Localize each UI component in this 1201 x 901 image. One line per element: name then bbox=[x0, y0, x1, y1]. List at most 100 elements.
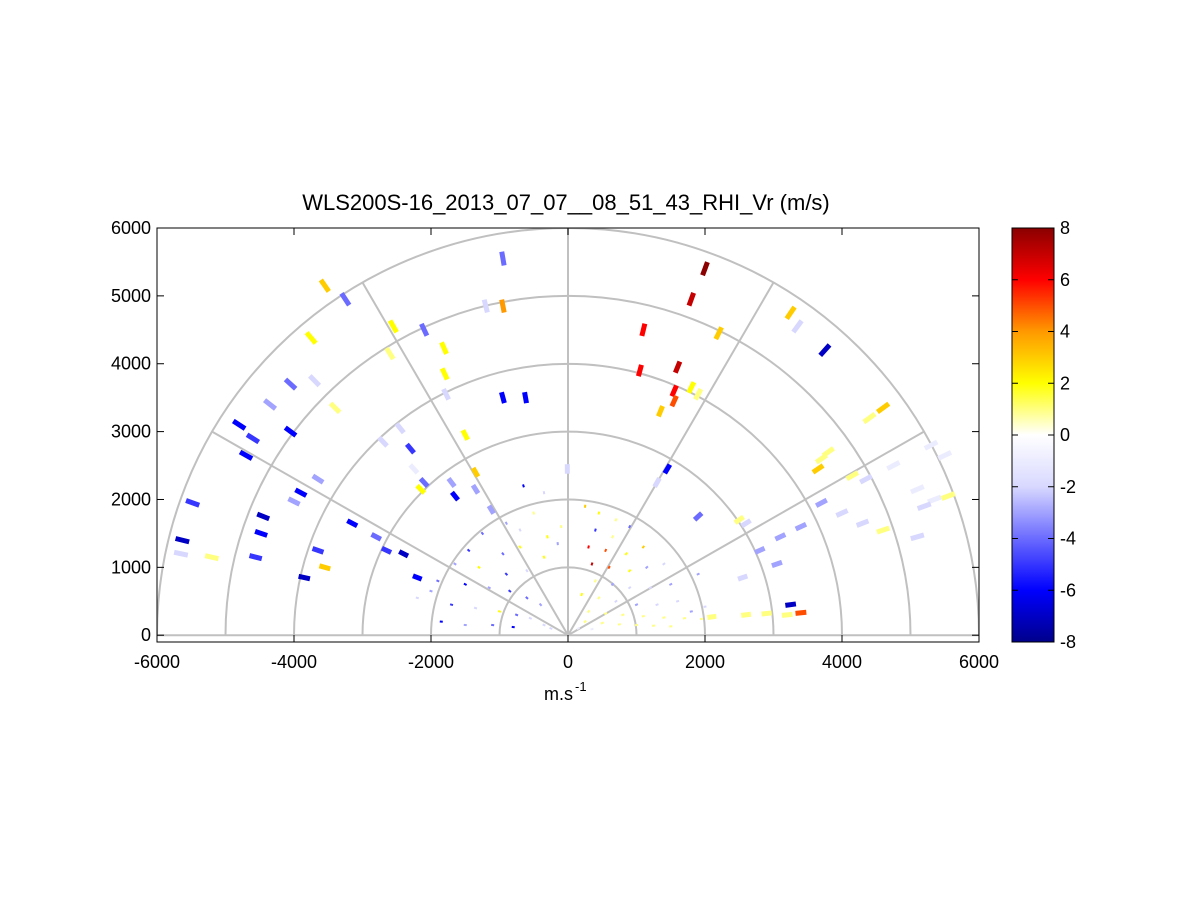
data-point bbox=[886, 460, 901, 471]
data-point bbox=[518, 528, 522, 532]
colorbar-tick-label: 6 bbox=[1060, 270, 1070, 290]
colorbar-tick-label: 2 bbox=[1060, 373, 1070, 393]
data-point bbox=[862, 411, 877, 425]
data-point bbox=[624, 551, 628, 556]
data-point bbox=[648, 586, 652, 590]
data-point bbox=[675, 599, 680, 603]
data-point bbox=[639, 323, 648, 337]
data-point bbox=[713, 326, 724, 341]
data-point bbox=[587, 545, 590, 549]
data-point bbox=[346, 518, 359, 529]
data-point bbox=[463, 623, 467, 627]
data-point bbox=[617, 623, 622, 626]
data-point bbox=[245, 432, 261, 445]
data-point bbox=[486, 504, 496, 515]
data-point bbox=[564, 464, 570, 474]
data-point bbox=[318, 563, 331, 572]
data-point bbox=[627, 585, 632, 590]
data-point bbox=[875, 401, 891, 414]
data-point bbox=[784, 601, 797, 608]
data-point bbox=[794, 521, 808, 532]
data-point bbox=[818, 343, 832, 358]
data-point bbox=[590, 562, 594, 566]
y-tick-label: 6000 bbox=[111, 218, 151, 238]
data-point bbox=[507, 589, 512, 593]
data-point bbox=[287, 496, 301, 507]
data-point bbox=[662, 616, 666, 619]
x-axis: -6000 -4000 -2000 0 2000 4000 6000 bbox=[134, 228, 999, 672]
data-point bbox=[408, 463, 420, 475]
data-point bbox=[499, 299, 507, 313]
data-point bbox=[449, 603, 454, 607]
data-point bbox=[463, 582, 468, 586]
data-point bbox=[173, 549, 189, 558]
y-tick-label: 0 bbox=[141, 625, 151, 645]
data-point bbox=[700, 261, 710, 277]
data-point bbox=[185, 498, 201, 508]
colorbar-tick-label: -4 bbox=[1060, 529, 1076, 549]
y-tick-label: 5000 bbox=[111, 286, 151, 306]
data-point bbox=[283, 377, 298, 391]
data-point bbox=[522, 484, 525, 488]
data-point bbox=[771, 559, 783, 569]
x-tick-label: -6000 bbox=[134, 652, 180, 672]
data-point bbox=[446, 477, 457, 489]
data-point bbox=[909, 484, 925, 495]
data-point bbox=[607, 565, 611, 570]
data-point bbox=[814, 497, 828, 508]
data-point bbox=[597, 511, 601, 515]
data-point bbox=[604, 548, 608, 553]
x-tick-label: -4000 bbox=[271, 652, 317, 672]
data-point bbox=[415, 596, 419, 600]
data-point bbox=[821, 446, 835, 458]
data-point bbox=[761, 610, 772, 617]
data-point bbox=[384, 346, 396, 361]
data-point bbox=[238, 449, 254, 461]
data-point bbox=[740, 611, 752, 618]
x-axis-label-superscript: -1 bbox=[575, 679, 587, 694]
data-point bbox=[522, 391, 529, 404]
data-point bbox=[387, 319, 399, 334]
data-point bbox=[740, 518, 752, 529]
data-point bbox=[318, 278, 331, 293]
y-tick-label: 4000 bbox=[111, 354, 151, 374]
data-point bbox=[754, 545, 766, 555]
data-point bbox=[311, 546, 325, 555]
data-point bbox=[784, 305, 797, 321]
data-point bbox=[699, 617, 704, 621]
data-point bbox=[283, 425, 298, 438]
colorbar-axis: 8 6 4 2 0 -2 -4 -6 -8 bbox=[1012, 218, 1076, 652]
grid-spoke bbox=[361, 282, 569, 636]
data-point bbox=[311, 473, 325, 485]
colorbar-tick-label: 8 bbox=[1060, 218, 1070, 238]
data-point bbox=[466, 548, 471, 553]
data-points bbox=[173, 251, 956, 631]
data-point bbox=[204, 553, 219, 562]
data-point bbox=[662, 463, 673, 475]
data-point bbox=[586, 609, 591, 614]
data-point bbox=[304, 331, 318, 345]
data-point bbox=[859, 473, 873, 485]
data-point bbox=[308, 374, 322, 388]
data-point bbox=[497, 610, 502, 613]
data-point bbox=[614, 518, 618, 522]
data-point bbox=[538, 602, 543, 607]
data-point bbox=[610, 582, 615, 587]
data-point bbox=[835, 508, 849, 518]
data-point bbox=[480, 531, 485, 536]
y-axis: 0 1000 2000 3000 4000 5000 6000 bbox=[111, 218, 979, 645]
data-point bbox=[487, 586, 492, 590]
data-point bbox=[504, 572, 509, 576]
data-point bbox=[576, 626, 581, 631]
data-point bbox=[556, 541, 559, 546]
data-point bbox=[791, 319, 804, 334]
x-tick-label: 6000 bbox=[959, 652, 999, 672]
data-point bbox=[634, 623, 639, 627]
data-point bbox=[940, 491, 956, 501]
data-point bbox=[339, 292, 352, 307]
data-point bbox=[641, 614, 646, 618]
data-point bbox=[652, 477, 662, 488]
data-point bbox=[499, 391, 507, 404]
data-point bbox=[504, 521, 508, 526]
data-point bbox=[621, 613, 625, 617]
